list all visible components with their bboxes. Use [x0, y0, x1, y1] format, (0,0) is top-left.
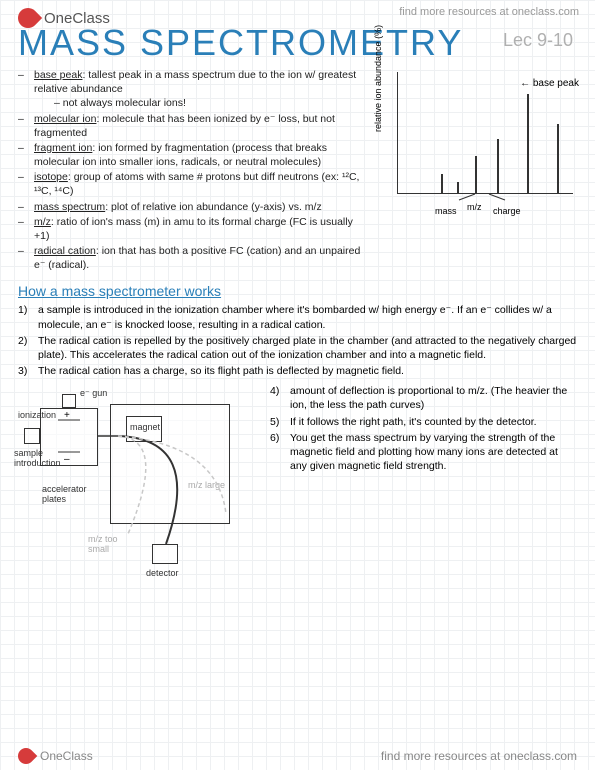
definitions-list: –base peak: tallest peak in a mass spect…: [18, 68, 367, 272]
header-link-text: find more resources at oneclass.com: [399, 6, 579, 18]
step-row: 6)You get the mass spectrum by varying t…: [270, 431, 577, 474]
def-row: –base peak: tallest peak in a mass spect…: [18, 68, 367, 111]
def-row: –radical cation: ion that has both a pos…: [18, 244, 367, 272]
step-row: 1)a sample is introduced in the ionizati…: [18, 303, 577, 331]
step-row: 4)amount of deflection is proportional t…: [270, 384, 577, 412]
def-row: –mass spectrum: plot of relative ion abu…: [18, 200, 367, 214]
spectrometer-diagram: ionization e⁻ gun sample introduction ac…: [18, 384, 258, 584]
footer-link-text: find more resources at oneclass.com: [381, 749, 577, 763]
page-title: MASS SPECTROMETRY: [18, 22, 577, 64]
section-heading: How a mass spectrometer works: [18, 283, 577, 299]
svg-text:+: +: [64, 410, 70, 421]
mass-spectrum-chart: relative ion abundance (%) m/z ← base pe…: [377, 72, 577, 212]
page-content: OneClass find more resources at oneclass…: [0, 0, 595, 584]
footer-brand: OneClass: [40, 749, 93, 763]
steps-list: 1)a sample is introduced in the ionizati…: [18, 303, 577, 378]
svg-text:–: –: [64, 454, 70, 465]
step-row: 2)The radical cation is repelled by the …: [18, 334, 577, 362]
footer-leaf-icon: [15, 745, 38, 768]
steps-list-continued: 4)amount of deflection is proportional t…: [270, 384, 577, 584]
lecture-number: Lec 9-10: [503, 30, 573, 51]
step-row: 3)The radical cation has a charge, so it…: [18, 364, 577, 378]
step-row: 5)If it follows the right path, it's cou…: [270, 415, 577, 429]
ion-paths-icon: + –: [18, 384, 258, 584]
def-row: –m/z: ratio of ion's mass (m) in amu to …: [18, 215, 367, 243]
def-row: –fragment ion: ion formed by fragmentati…: [18, 141, 367, 169]
chart-arrows-icon: [377, 72, 577, 212]
footer: OneClass find more resources at oneclass…: [0, 748, 595, 764]
def-row: –isotope: group of atoms with same # pro…: [18, 170, 367, 198]
def-row: –molecular ion: molecule that has been i…: [18, 112, 367, 140]
